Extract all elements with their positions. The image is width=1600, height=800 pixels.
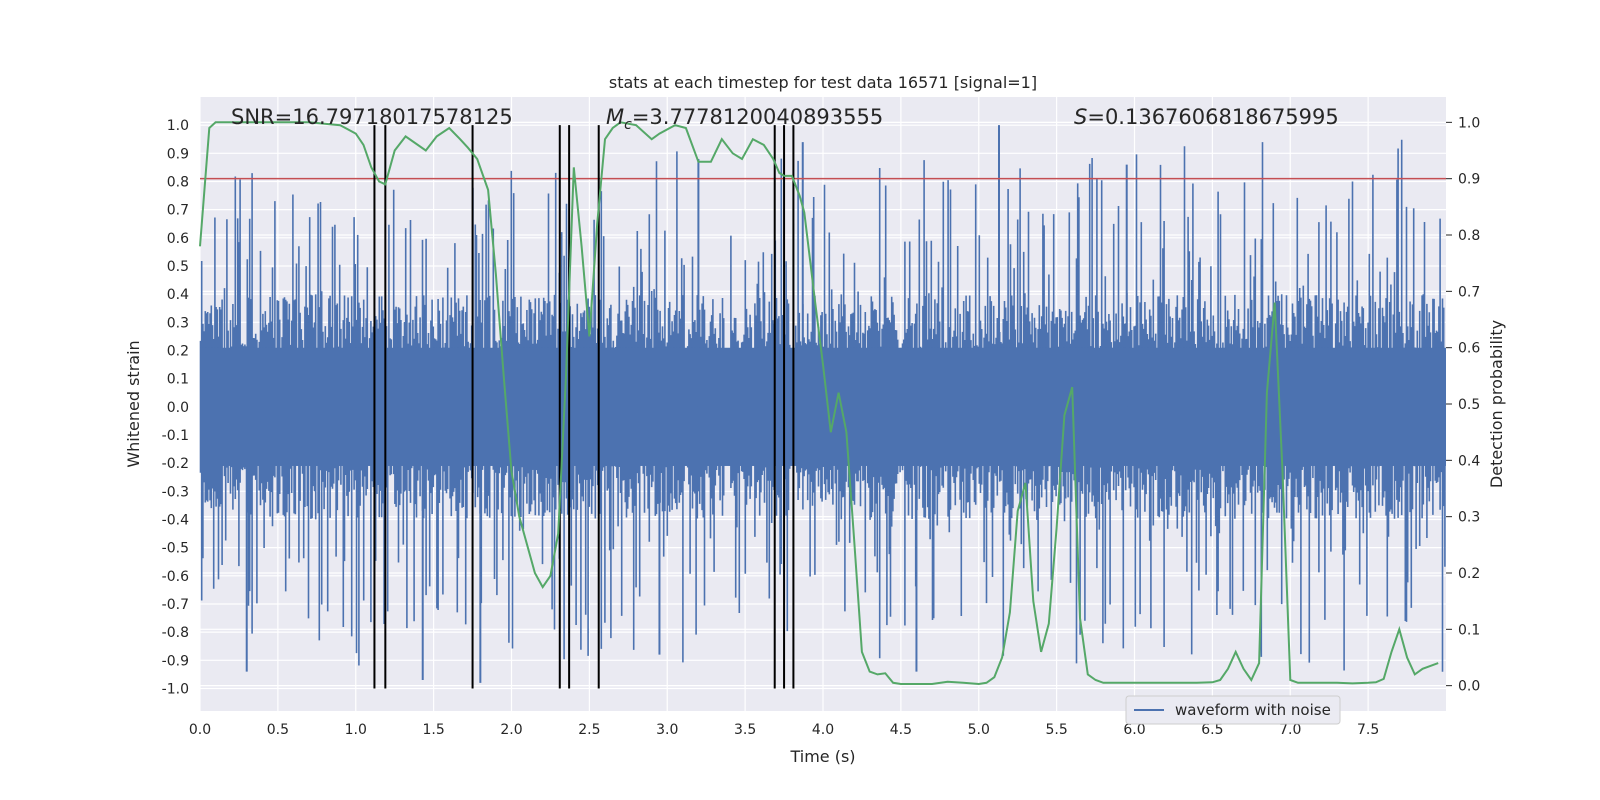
y-tick-label-left: -0.7 [162, 597, 189, 613]
y-tick-label-right: 0.5 [1458, 397, 1480, 413]
y-tick-label-right: 0.6 [1458, 341, 1480, 357]
y-tick-label-left: -0.3 [162, 484, 189, 500]
y-tick-label-left: -0.1 [162, 428, 189, 444]
y-tick-label-left: -0.8 [162, 625, 189, 641]
y-tick-label-left: -0.6 [162, 569, 189, 585]
x-tick-label: 2.5 [578, 722, 600, 738]
x-tick-label: 6.5 [1201, 722, 1223, 738]
axis-ticks: 0.0 0.5 1.0 1.5 2.0 2.5 3.0 3.5 4.0 4.5 5.0 5.5 6.0 6… [162, 115, 1481, 738]
y-tick-label-left: 0.6 [167, 231, 189, 247]
vertical-markers [373, 125, 795, 689]
y-tick-label-left: 0.4 [167, 287, 189, 303]
y-tick-label-right: 1.0 [1458, 115, 1480, 131]
y-tick-label-right: 0.2 [1458, 566, 1480, 582]
waveform-series [199, 125, 1446, 683]
chirp-mass-annotation: Mc=3.7778120040893555 [606, 105, 883, 133]
x-tick-label: 3.0 [656, 722, 678, 738]
y-tick-label-right: 0.7 [1458, 284, 1480, 300]
y-axis-label-left: Whitened strain [124, 340, 143, 467]
y-tick-label-left: 0.0 [167, 400, 189, 416]
y-tick-label-left: 0.1 [167, 372, 189, 388]
y-tick-label-right: 0.8 [1458, 228, 1480, 244]
y-tick-label-left: 0.7 [167, 203, 189, 219]
y-tick-label-left: 0.9 [167, 146, 189, 162]
legend: waveform with noise [1125, 695, 1341, 725]
x-tick-label: 0.5 [267, 722, 289, 738]
x-tick-label: 1.5 [422, 722, 444, 738]
y-tick-label-left: 0.3 [167, 315, 189, 331]
y-tick-label-left: -0.4 [162, 512, 189, 528]
y-tick-label-left: -0.9 [162, 653, 189, 669]
y-tick-label-left: 1.0 [167, 118, 189, 134]
x-tick-label: 4.5 [890, 722, 912, 738]
s-symbol: S [1074, 105, 1087, 129]
y-tick-label-right: 0.4 [1458, 453, 1480, 469]
x-tick-label: 6.0 [1123, 722, 1145, 738]
chart-title: stats at each timestep for test data 165… [609, 73, 1037, 92]
s-annotation: S=0.1367606818675995 [1074, 105, 1339, 129]
y-tick-label-left: 0.2 [167, 343, 189, 359]
y-tick-label-left: 0.5 [167, 259, 189, 275]
y-axis-label-right: Detection probability [1487, 320, 1506, 488]
x-tick-label: 1.0 [345, 722, 367, 738]
y-tick-label-left: -0.5 [162, 541, 189, 557]
chirp-mass-symbol: M [606, 105, 624, 129]
y-tick-label-left: 0.8 [167, 174, 189, 190]
s-value: =0.1367606818675995 [1087, 105, 1338, 129]
chirp-mass-subscript: c [624, 117, 632, 133]
detection-probability-line [199, 121, 1439, 686]
x-tick-label: 5.0 [968, 722, 990, 738]
legend-box [1125, 695, 1341, 725]
x-tick-label: 4.0 [812, 722, 834, 738]
snr-annotation: SNR=16.79718017578125 [231, 105, 513, 129]
legend-entry: waveform with noise [1175, 701, 1331, 719]
x-tick-label: 7.0 [1279, 722, 1301, 738]
y-tick-label-right: 0.1 [1458, 622, 1480, 638]
y-tick-label-right: 0.3 [1458, 510, 1480, 526]
y-tick-label-right: 0.9 [1458, 172, 1480, 188]
x-tick-label: 5.5 [1045, 722, 1067, 738]
y-tick-label-left: -0.2 [162, 456, 189, 472]
chirp-mass-value: =3.7778120040893555 [632, 105, 883, 129]
y-tick-label-left: -1.0 [162, 681, 189, 697]
x-tick-label: 2.0 [500, 722, 522, 738]
x-tick-label: 0.0 [189, 722, 211, 738]
x-tick-label: 3.5 [734, 722, 756, 738]
x-axis-label: Time (s) [789, 747, 855, 766]
y-tick-label-right: 0.0 [1458, 679, 1480, 695]
x-tick-label: 7.5 [1357, 722, 1379, 738]
